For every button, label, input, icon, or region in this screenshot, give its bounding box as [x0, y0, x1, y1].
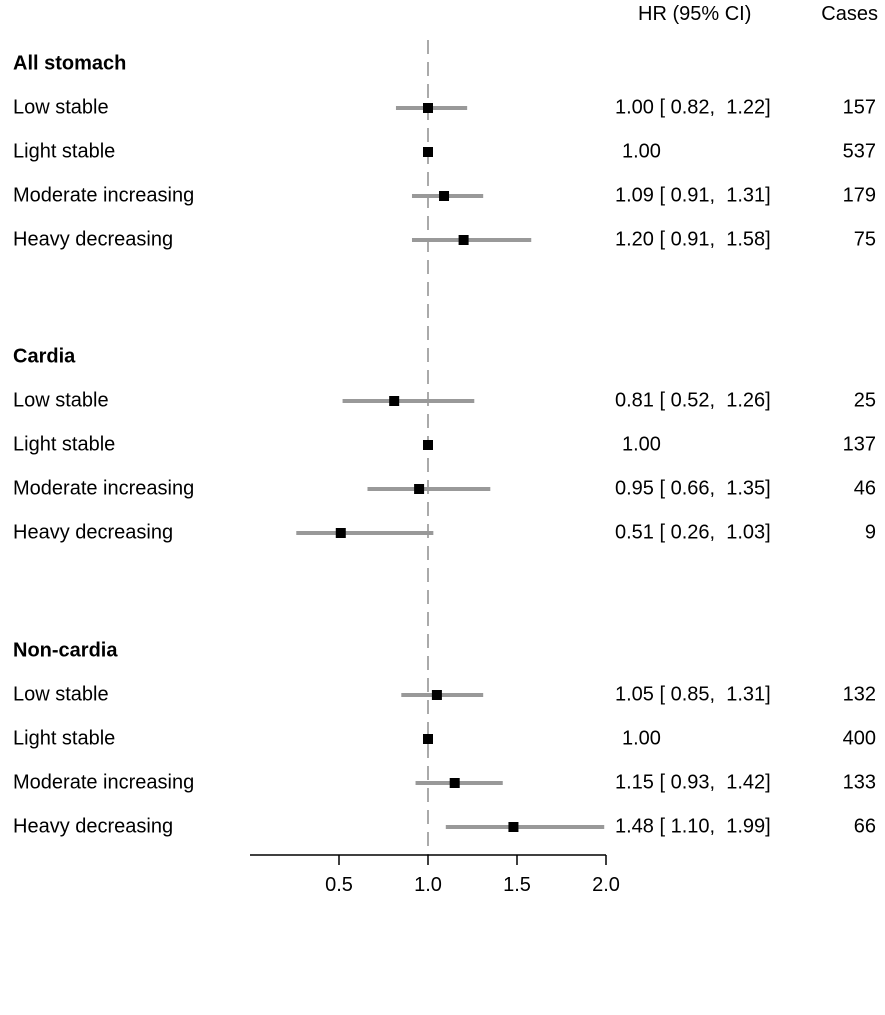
point-estimate	[414, 484, 425, 494]
point-estimate	[423, 440, 433, 450]
row-label: Heavy decreasing	[13, 815, 173, 837]
cases-value: 133	[843, 771, 876, 793]
cases-value: 46	[854, 477, 876, 499]
hr-value: 1.05 [ 0.85, 1.31]	[615, 683, 771, 705]
x-tick-label: 1.5	[503, 874, 531, 896]
row-label: Heavy decreasing	[13, 228, 173, 250]
cases-value: 66	[854, 815, 876, 837]
point-estimate	[335, 528, 346, 538]
x-tick-label: 1.0	[414, 874, 442, 896]
cases-value: 9	[865, 521, 876, 543]
row-label: Heavy decreasing	[13, 521, 173, 543]
point-estimate	[389, 396, 400, 406]
hr-value: 1.20 [ 0.91, 1.58]	[615, 228, 771, 250]
group-label: Cardia	[13, 345, 76, 367]
point-estimate	[423, 147, 433, 157]
cases-value: 537	[843, 140, 876, 162]
hr-value: 1.00	[622, 433, 661, 455]
hr-value: 0.95 [ 0.66, 1.35]	[615, 477, 771, 499]
point-estimate	[423, 734, 433, 744]
row-label: Low stable	[13, 96, 109, 118]
row-label: Light stable	[13, 140, 115, 162]
row-label: Light stable	[13, 433, 115, 455]
row-label: Moderate increasing	[13, 184, 194, 206]
point-estimate	[439, 191, 450, 201]
hr-value: 1.48 [ 1.10, 1.99]	[615, 815, 771, 837]
point-estimate	[423, 103, 433, 113]
x-tick-label: 2.0	[592, 874, 620, 896]
group-label: All stomach	[13, 52, 126, 74]
row-label: Moderate increasing	[13, 477, 194, 499]
row-label: Light stable	[13, 727, 115, 749]
cases-value: 132	[843, 683, 876, 705]
cases-value: 75	[854, 228, 876, 250]
group-label: Non-cardia	[13, 639, 118, 661]
point-estimate	[508, 822, 519, 832]
row-label: Low stable	[13, 683, 109, 705]
cases-column-header: Cases	[821, 3, 878, 25]
point-estimate	[458, 235, 469, 245]
hr-value: 1.00	[622, 727, 661, 749]
point-estimate	[431, 690, 442, 700]
cases-value: 157	[843, 96, 876, 118]
cases-value: 179	[843, 184, 876, 206]
hr-value: 1.00	[622, 140, 661, 162]
hr-value: 0.51 [ 0.26, 1.03]	[615, 521, 771, 543]
cases-value: 25	[854, 389, 876, 411]
point-estimate	[449, 778, 460, 788]
cases-value: 137	[843, 433, 876, 455]
hr-value: 0.81 [ 0.52, 1.26]	[615, 389, 771, 411]
row-label: Moderate increasing	[13, 771, 194, 793]
cases-value: 400	[843, 727, 876, 749]
hr-column-header: HR (95% CI)	[638, 3, 751, 25]
hr-value: 1.15 [ 0.93, 1.42]	[615, 771, 771, 793]
row-label: Low stable	[13, 389, 109, 411]
x-tick-label: 0.5	[325, 874, 353, 896]
hr-value: 1.00 [ 0.82, 1.22]	[615, 96, 771, 118]
hr-value: 1.09 [ 0.91, 1.31]	[615, 184, 771, 206]
